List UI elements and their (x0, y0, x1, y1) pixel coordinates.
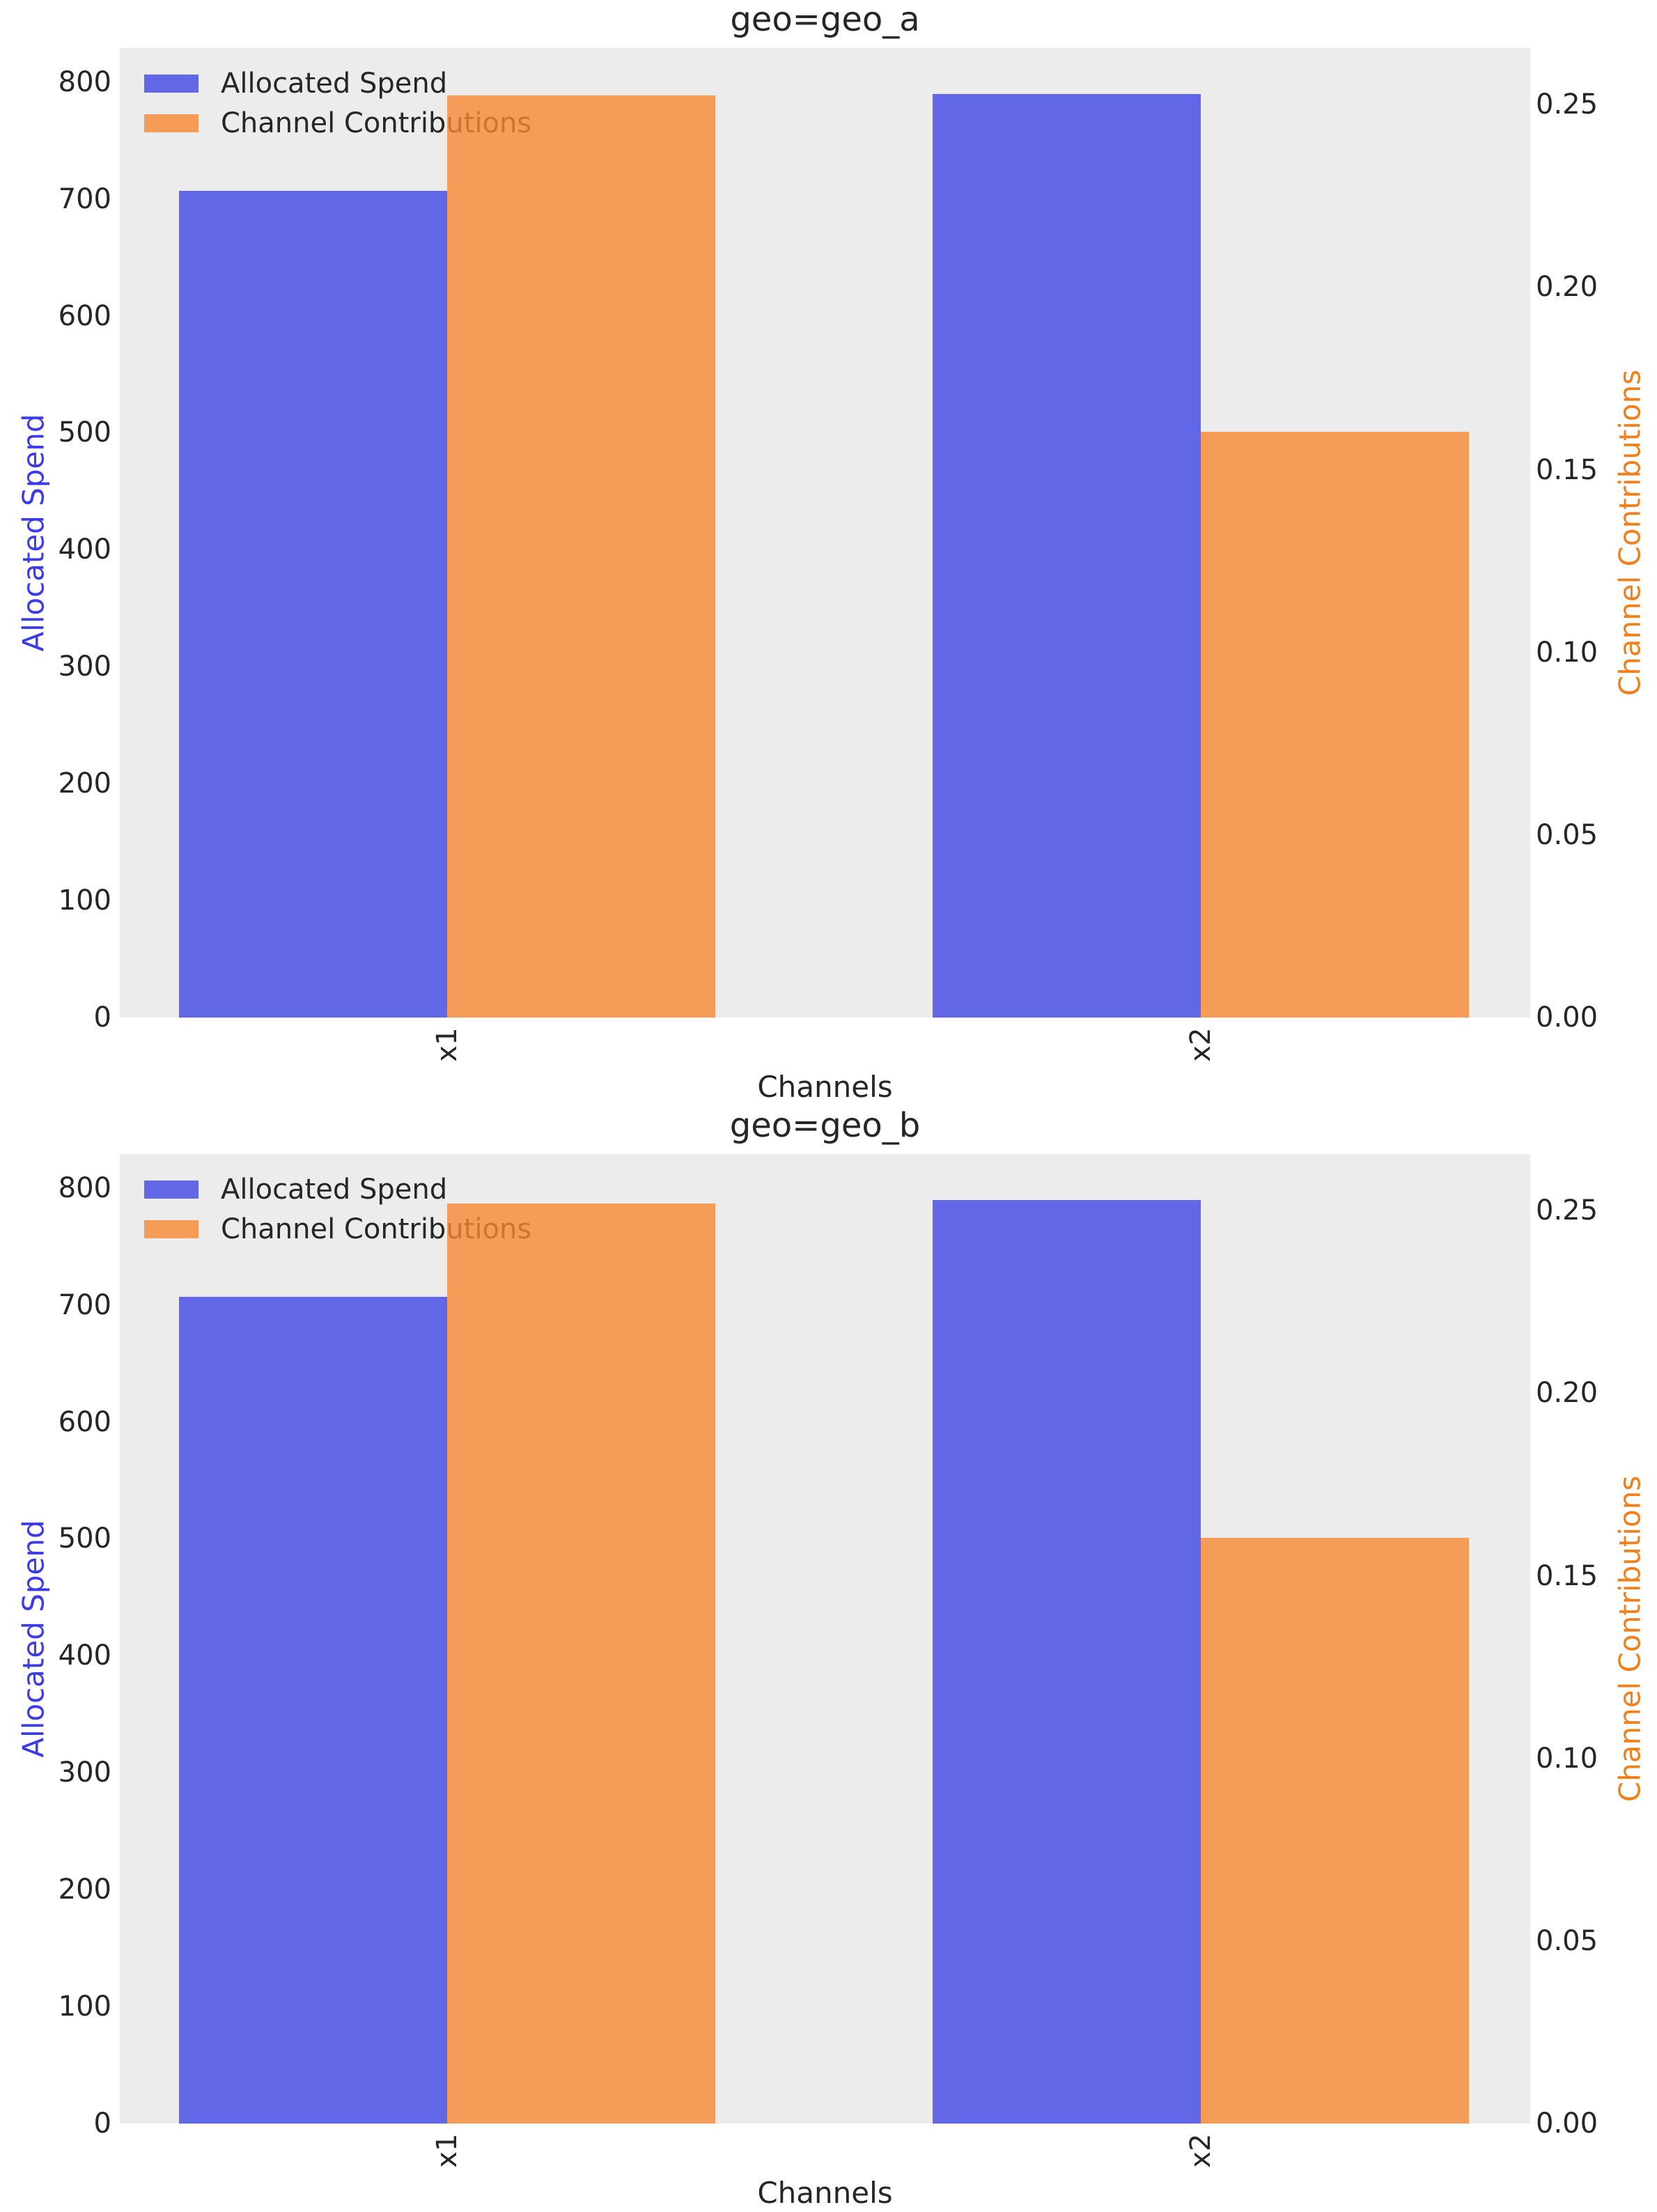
y-tick-right: 0.00 (1536, 2108, 1598, 2140)
y-tick-left: 600 (58, 1405, 111, 1438)
chart-title: geo=geo_b (729, 1106, 921, 1145)
bar-allocated-spend-x1 (179, 1296, 447, 2124)
y-tick-right: 0.25 (1536, 1194, 1598, 1227)
bar-channel-contributions-x2 (1200, 1537, 1469, 2124)
y-tick-right: 0.05 (1536, 1924, 1598, 1957)
y-tick-right: 0.00 (1536, 1002, 1598, 1034)
bar-channel-contributions-x1 (447, 95, 715, 1018)
y-axis-left-ticks: 0 100 200 300 400 500 600 700 800 (0, 48, 111, 1034)
y-tick-right: 0.15 (1536, 1559, 1598, 1592)
bar-allocated-spend-x1 (179, 190, 447, 1018)
y-tick-left: 300 (58, 1757, 111, 1789)
chart-geo-b: geo=geo_b Allocated Spend 0 100 200 300 400 5… (0, 1106, 1657, 2212)
y-tick-left: 800 (58, 1171, 111, 1204)
y-tick-right: 0.10 (1536, 636, 1598, 669)
legend-label: Allocated Spend (221, 1174, 448, 1206)
y-tick-left: 200 (58, 768, 111, 800)
legend-item: Allocated Spend (144, 1174, 531, 1206)
y-tick-left: 400 (58, 533, 111, 566)
legend-swatch-icon (144, 114, 199, 132)
bar-allocated-spend-x2 (933, 1199, 1201, 2124)
y-tick-left: 400 (58, 1639, 111, 1672)
x-axis-label: Channels (757, 2176, 893, 2210)
y-axis-label-right: Channel Contributions (1612, 1475, 1647, 1802)
plot-area: Allocated Spend Channel Contributions (120, 1154, 1530, 2124)
y-tick-left: 100 (58, 885, 111, 917)
y-tick-right: 0.10 (1536, 1742, 1598, 1775)
y-tick-left: 500 (58, 1522, 111, 1555)
bar-channel-contributions-x2 (1200, 431, 1469, 1018)
legend-swatch-icon (144, 1181, 199, 1199)
y-tick-left: 500 (58, 416, 111, 449)
y-tick-left: 700 (58, 182, 111, 215)
y-tick-left: 200 (58, 1874, 111, 1906)
plot-area: Allocated Spend Channel Contributions (120, 48, 1530, 1018)
x-tick-label: x1 (431, 1027, 463, 1062)
y-tick-right: 0.20 (1536, 271, 1598, 304)
y-tick-right: 0.20 (1536, 1377, 1598, 1410)
y-tick-right: 0.25 (1536, 88, 1598, 121)
legend-swatch-icon (144, 75, 199, 93)
x-tick-label: x2 (1184, 1027, 1217, 1062)
y-axis-right-ticks: 0.00 0.05 0.10 0.15 0.20 0.25 (1536, 1154, 1654, 2140)
bar-channel-contributions-x1 (447, 1203, 715, 2124)
chart-geo-a: geo=geo_a Allocated Spend 0 100 200 300 400 5… (0, 0, 1654, 1104)
chart-title: geo=geo_a (730, 0, 920, 39)
legend-label: Allocated Spend (221, 68, 448, 100)
legend-swatch-icon (144, 1220, 199, 1238)
y-tick-right: 0.05 (1536, 818, 1598, 851)
y-axis-label-right: Channel Contributions (1612, 369, 1647, 696)
y-tick-left: 300 (58, 651, 111, 683)
bar-allocated-spend-x2 (933, 93, 1201, 1018)
y-tick-left: 100 (58, 1991, 111, 2023)
x-axis-label: Channels (757, 1070, 893, 1104)
y-tick-left: 600 (58, 299, 111, 332)
x-tick-label: x1 (431, 2133, 463, 2168)
y-axis-left-ticks: 0 100 200 300 400 500 600 700 800 (0, 1154, 111, 2140)
y-axis-right-ticks: 0.00 0.05 0.10 0.15 0.20 0.25 (1536, 48, 1654, 1034)
legend-item: Allocated Spend (144, 68, 531, 100)
y-tick-left: 800 (58, 65, 111, 98)
y-tick-right: 0.15 (1536, 453, 1598, 486)
y-tick-left: 0 (93, 1002, 111, 1034)
x-tick-label: x2 (1184, 2133, 1217, 2168)
y-tick-left: 0 (93, 2108, 111, 2140)
y-tick-left: 700 (58, 1288, 111, 1321)
